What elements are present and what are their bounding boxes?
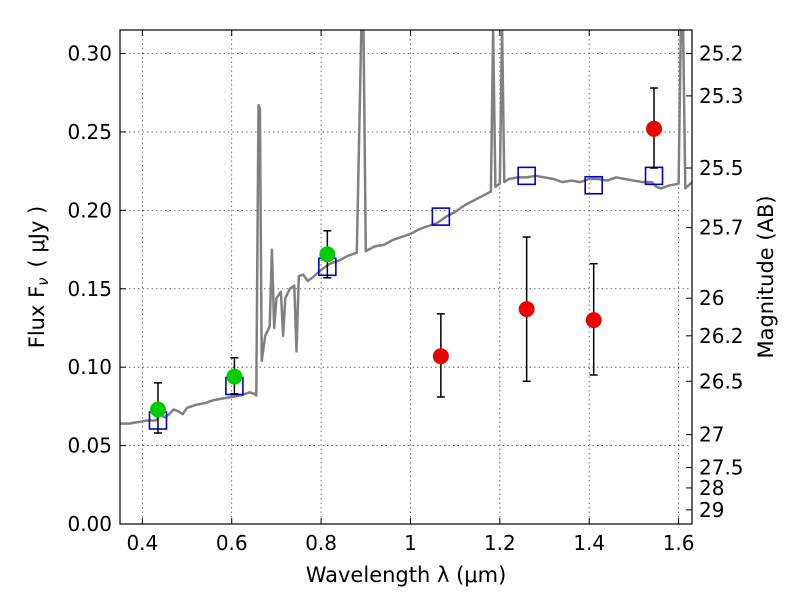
- y-tick-label: 0.20: [67, 198, 112, 222]
- axis-ticks: 0.4 0.6 0.8 1 1.2 1.4 1.6 0.00 0.05 0.10 0.15 0.20 0…: [67, 30, 744, 555]
- flux-point: [518, 301, 535, 318]
- right-tick-label: 26: [699, 286, 724, 310]
- right-tick-label: 29: [699, 498, 724, 522]
- x-tick-label: 0.4: [126, 531, 158, 555]
- y-tick-label: 0.10: [67, 355, 112, 379]
- flux-point: [432, 348, 449, 365]
- x-tick-label: 1.2: [484, 531, 516, 555]
- x-axis-label: Wavelength λ (μm): [306, 563, 507, 587]
- model-photometry-marker: [584, 175, 603, 195]
- y-tick-label: 0.05: [67, 434, 112, 458]
- right-tick-label: 27: [699, 423, 724, 447]
- detection-point: [149, 401, 166, 418]
- detection-point: [319, 246, 336, 263]
- flux-point: [585, 312, 602, 329]
- right-tick-label: 25.2: [699, 42, 744, 66]
- right-tick-label: 25.7: [699, 216, 744, 240]
- y-tick-label: 0.25: [67, 120, 112, 144]
- right-tick-label: 26.2: [699, 324, 744, 348]
- plot-frame: [119, 29, 693, 525]
- right-tick-label: 25.5: [699, 156, 744, 180]
- plot-area: [120, 30, 692, 434]
- x-tick-label: 1.6: [663, 531, 695, 555]
- model-photometry-marker: [517, 166, 536, 186]
- flux-point: [646, 120, 663, 137]
- right-tick-label: 25.3: [699, 84, 744, 108]
- grid-lines: [120, 30, 692, 525]
- y-tick-label: 0.00: [67, 512, 112, 536]
- right-axis-label: Magnitude (AB): [754, 195, 778, 358]
- y-axis-label: Flux Fν( μJy ): [25, 206, 52, 349]
- x-tick-label: 1.4: [573, 531, 605, 555]
- x-tick-label: 1: [404, 531, 417, 555]
- x-tick-label: 0.6: [216, 531, 248, 555]
- right-tick-label: 28: [699, 476, 724, 500]
- detection-point: [226, 368, 243, 385]
- y-tick-label: 0.30: [67, 42, 112, 66]
- right-tick-label: 27.5: [699, 456, 744, 480]
- spectrum-line: [120, 30, 692, 425]
- x-tick-label: 0.8: [305, 531, 337, 555]
- right-tick-label: 26.5: [699, 369, 744, 393]
- y-tick-label: 0.15: [67, 277, 112, 301]
- model-photometry-marker: [431, 207, 451, 226]
